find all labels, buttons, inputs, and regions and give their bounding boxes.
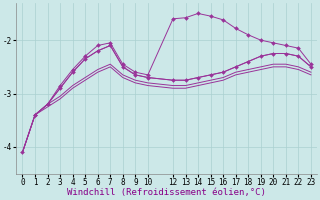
X-axis label: Windchill (Refroidissement éolien,°C): Windchill (Refroidissement éolien,°C) <box>67 188 266 197</box>
